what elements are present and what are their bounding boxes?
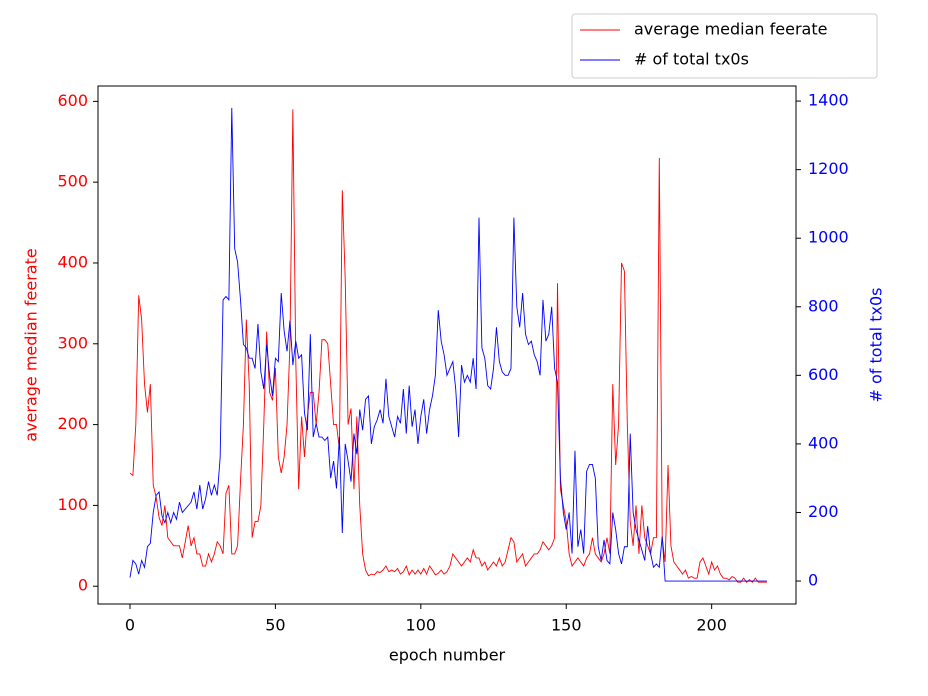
legend-label: # of total tx0s (634, 50, 749, 69)
series-line (129, 107, 767, 582)
y2-tick-label: 1200 (808, 159, 849, 178)
y2-tick-label: 0 (808, 571, 818, 590)
legend-label: average median feerate (634, 20, 827, 39)
legend-box (571, 13, 878, 79)
y2-tick-label: 200 (808, 502, 839, 521)
y-tick-label: 500 (57, 172, 88, 191)
y-tick-label: 300 (57, 333, 88, 352)
y2-tick-label: 1000 (808, 228, 849, 247)
series-line (129, 109, 767, 583)
y-tick-label: 400 (57, 252, 88, 271)
y-tick-label: 200 (57, 414, 88, 433)
y-tick-label: 600 (57, 91, 88, 110)
y2-tick-label: 800 (808, 296, 839, 315)
y2-tick-label: 400 (808, 433, 839, 452)
x-tick-label: 100 (406, 616, 437, 635)
y-axis-label: average median feerate (22, 248, 41, 441)
plot-frame (97, 85, 797, 605)
x-tick-label: 0 (125, 616, 135, 635)
x-axis-label: epoch number (389, 646, 506, 665)
x-tick-label: 150 (551, 616, 582, 635)
y2-axis-label: # of total tx0s (867, 288, 886, 403)
y-tick-label: 0 (78, 576, 88, 595)
x-tick-label: 200 (696, 616, 727, 635)
y2-tick-label: 600 (808, 365, 839, 384)
x-tick-label: 50 (265, 616, 285, 635)
y-tick-label: 100 (57, 495, 88, 514)
y2-tick-label: 1400 (808, 91, 849, 110)
